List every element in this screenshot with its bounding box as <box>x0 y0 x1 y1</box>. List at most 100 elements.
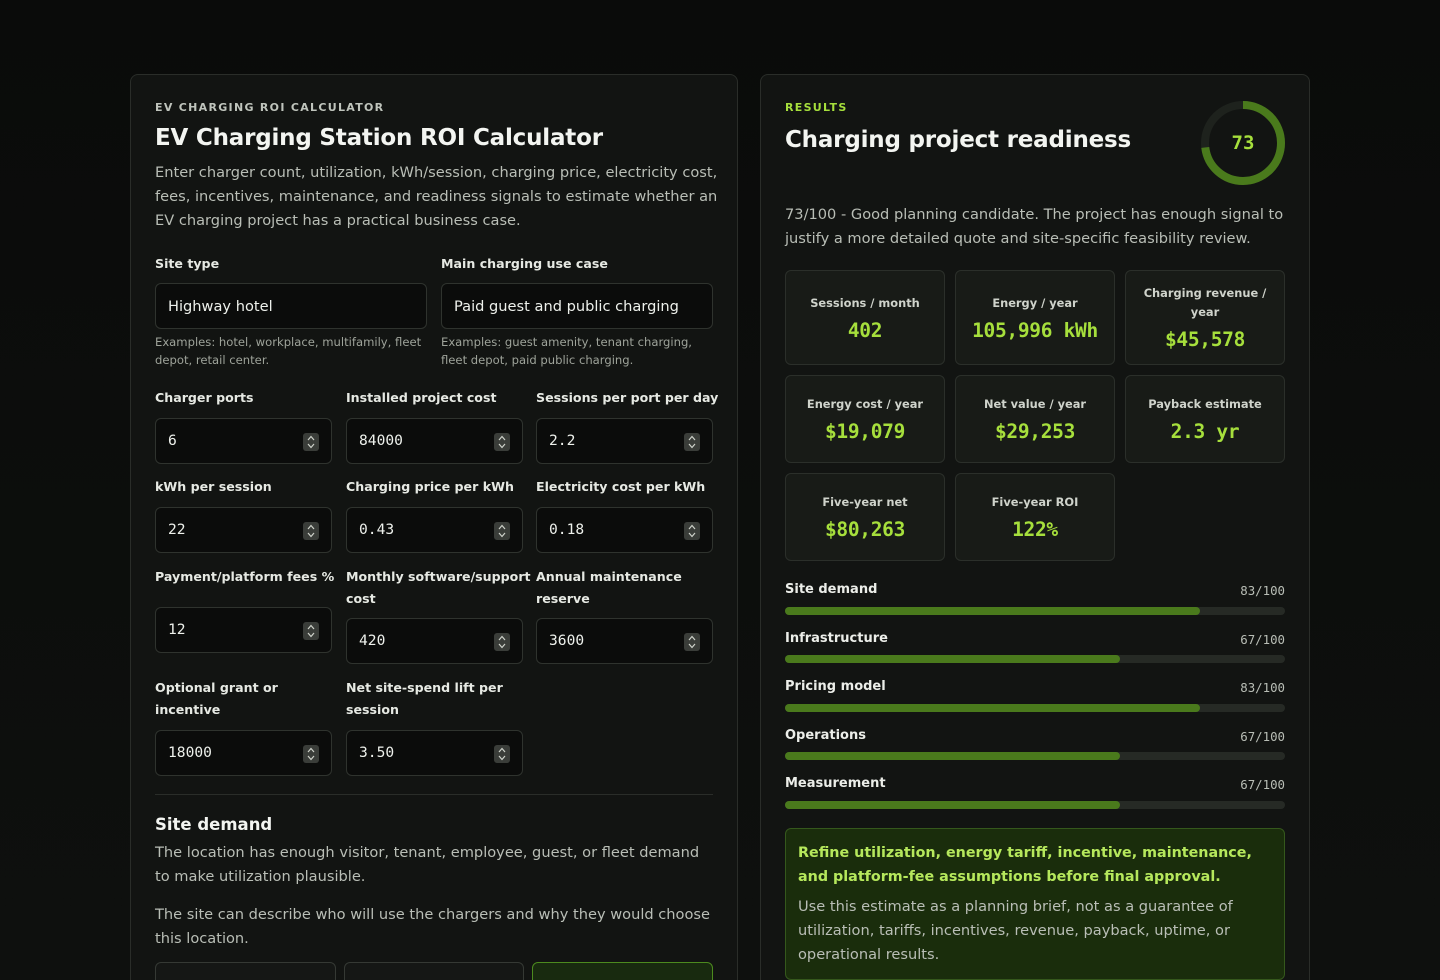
charger-ports-input[interactable]: 6 <box>155 418 332 464</box>
project-cost-label: Installed project cost <box>346 390 497 405</box>
sessions-per-day-input[interactable]: 2.2 <box>536 418 713 464</box>
score-bar-label: Infrastructure <box>785 631 888 646</box>
platform-fees-value: 12 <box>168 621 186 638</box>
metric-label: Net value / year <box>983 397 1087 411</box>
results-title: Charging project readiness <box>785 127 1131 153</box>
electricity-cost-input[interactable]: 0.18 <box>536 507 713 553</box>
metric-value: $45,578 <box>1164 328 1246 351</box>
score-bar-label: Site demand <box>785 582 878 597</box>
metric-card: Energy / year 105,996 kWh <box>955 270 1115 365</box>
site-spend-lift-input[interactable]: 3.50 <box>346 730 523 776</box>
charging-price-label: Charging price per kWh <box>346 479 514 494</box>
charging-price-value: 0.43 <box>359 521 395 538</box>
electricity-cost-label: Electricity cost per kWh <box>536 479 706 494</box>
stepper-icon[interactable] <box>684 522 700 540</box>
kwh-per-session-label: kWh per session <box>155 479 272 494</box>
score-value: 73 <box>1231 132 1255 154</box>
option-button-3[interactable] <box>532 962 713 980</box>
platform-fees-label: Payment/platform fees % <box>155 569 335 584</box>
score-bar-track <box>785 752 1285 760</box>
calculator-description: Enter charger count, utilization, kWh/se… <box>155 164 718 229</box>
option-button-2[interactable] <box>344 962 524 980</box>
score-bar-track <box>785 607 1285 615</box>
software-cost-label: Monthly software/support cost <box>346 569 531 606</box>
advice-callout: Refine utilization, energy tariff, incen… <box>785 828 1285 980</box>
electricity-cost-value: 0.18 <box>549 521 585 538</box>
score-bar-track <box>785 801 1285 809</box>
site-spend-lift-label: Net site-spend lift per session <box>346 680 503 717</box>
stepper-icon[interactable] <box>303 522 319 540</box>
charging-price-input[interactable]: 0.43 <box>346 507 523 553</box>
metric-card: Five-year ROI 122% <box>955 473 1115 561</box>
maintenance-reserve-value: 3600 <box>549 632 585 649</box>
results-panel: RESULTS Charging project readiness 73 73… <box>760 74 1310 980</box>
score-bar-fill <box>785 752 1120 760</box>
metric-value: $29,253 <box>994 420 1076 443</box>
maintenance-reserve-input[interactable]: 3600 <box>536 618 713 664</box>
metric-label: Energy cost / year <box>806 397 924 411</box>
use-case-help: Examples: guest amenity, tenant charging… <box>441 335 692 367</box>
site-type-help: Examples: hotel, workplace, multifamily,… <box>155 335 422 367</box>
stepper-icon[interactable] <box>684 633 700 651</box>
stepper-icon[interactable] <box>684 433 700 451</box>
stepper-icon[interactable] <box>494 522 510 540</box>
calculator-panel: EV CHARGING ROI CALCULATOR EV Charging S… <box>130 74 738 980</box>
score-bar-track <box>785 704 1285 712</box>
metric-value: 105,996 kWh <box>972 318 1098 342</box>
metric-card: Charging revenue / year $45,578 <box>1125 270 1285 365</box>
score-bar-value: 67/100 <box>1240 777 1285 792</box>
section-divider <box>155 794 713 795</box>
site-type-input[interactable] <box>155 283 427 329</box>
grant-incentive-input[interactable]: 18000 <box>155 730 332 776</box>
score-bar-fill <box>785 607 1200 615</box>
stepper-icon[interactable] <box>494 745 510 763</box>
metric-label: Energy / year <box>992 295 1078 310</box>
metric-card: Payback estimate 2.3 yr <box>1125 375 1285 463</box>
section-title: Site demand <box>155 815 273 834</box>
sessions-per-day-value: 2.2 <box>549 432 576 449</box>
score-bar-fill <box>785 704 1200 712</box>
platform-fees-input[interactable]: 12 <box>155 607 332 653</box>
charger-ports-label: Charger ports <box>155 390 254 405</box>
sessions-per-day-label: Sessions per port per day <box>536 390 719 405</box>
metric-card: Energy cost / year $19,079 <box>785 375 945 463</box>
metric-label: Charging revenue / year <box>1143 286 1267 319</box>
section-description: The location has enough visitor, tenant,… <box>155 844 700 885</box>
software-cost-input[interactable]: 420 <box>346 618 523 664</box>
use-case-input[interactable] <box>441 283 713 329</box>
metric-value: 2.3 yr <box>1170 420 1240 443</box>
metric-label: Sessions / month <box>810 295 920 310</box>
metric-value: $80,263 <box>824 518 906 541</box>
metric-label: Payback estimate <box>1148 397 1262 411</box>
metric-card: Five-year net $80,263 <box>785 473 945 561</box>
score-bar-fill <box>785 655 1120 663</box>
stepper-icon[interactable] <box>303 745 319 763</box>
stepper-icon[interactable] <box>494 433 510 451</box>
project-cost-value: 84000 <box>359 432 403 449</box>
metric-label: Five-year ROI <box>991 495 1079 509</box>
score-ring <box>1201 101 1285 185</box>
site-type-label: Site type <box>155 256 220 271</box>
grant-incentive-label: Optional grant or incentive <box>155 680 278 717</box>
maintenance-reserve-label: Annual maintenance reserve <box>536 569 682 606</box>
results-summary: 73/100 - Good planning candidate. The pr… <box>785 206 1284 247</box>
option-button-1[interactable] <box>155 962 336 980</box>
kwh-per-session-input[interactable]: 22 <box>155 507 332 553</box>
stepper-icon[interactable] <box>494 633 510 651</box>
metric-value: 122% <box>1012 518 1058 541</box>
score-bar-fill <box>785 801 1120 809</box>
score-bar-value: 83/100 <box>1240 680 1285 695</box>
score-bar-label: Pricing model <box>785 679 886 694</box>
score-bar-track <box>785 655 1285 663</box>
project-cost-input[interactable]: 84000 <box>346 418 523 464</box>
software-cost-value: 420 <box>359 632 386 649</box>
calculator-eyebrow: EV CHARGING ROI CALCULATOR <box>155 101 385 114</box>
metric-value: 402 <box>847 318 883 342</box>
charger-ports-value: 6 <box>168 432 177 449</box>
use-case-label: Main charging use case <box>441 256 608 271</box>
results-eyebrow: RESULTS <box>785 101 848 114</box>
stepper-icon[interactable] <box>303 433 319 451</box>
kwh-per-session-value: 22 <box>168 521 186 538</box>
stepper-icon[interactable] <box>303 622 319 640</box>
score-bar-label: Operations <box>785 728 866 743</box>
